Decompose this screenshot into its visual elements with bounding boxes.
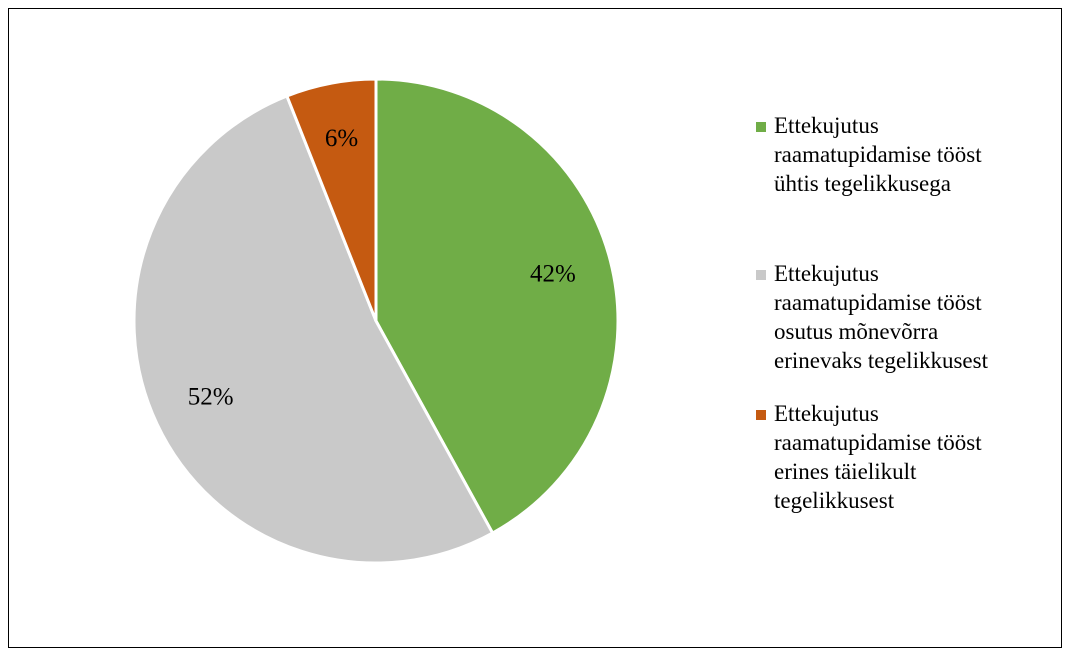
pie-slices (134, 79, 618, 563)
legend-label-matched: Ettekujutus raamatupidamise tööst ühtis … (774, 111, 1024, 198)
legend-swatch-completely-different (756, 410, 766, 420)
legend-label-somewhat-different: Ettekujutus raamatupidamise tööst osutus… (774, 259, 1024, 375)
legend-item-completely-different: Ettekujutus raamatupidamise tööst erines… (756, 399, 1024, 515)
legend-item-somewhat-different: Ettekujutus raamatupidamise tööst osutus… (756, 259, 1024, 375)
legend-swatch-matched (756, 122, 766, 132)
legend-item-matched: Ettekujutus raamatupidamise tööst ühtis … (756, 111, 1024, 198)
data-label-completely-different: 6% (325, 125, 358, 152)
data-label-matched: 42% (530, 260, 576, 287)
data-label-somewhat-different: 52% (188, 384, 234, 411)
legend-label-completely-different: Ettekujutus raamatupidamise tööst erines… (774, 399, 1024, 515)
legend-swatch-somewhat-different (756, 270, 766, 280)
